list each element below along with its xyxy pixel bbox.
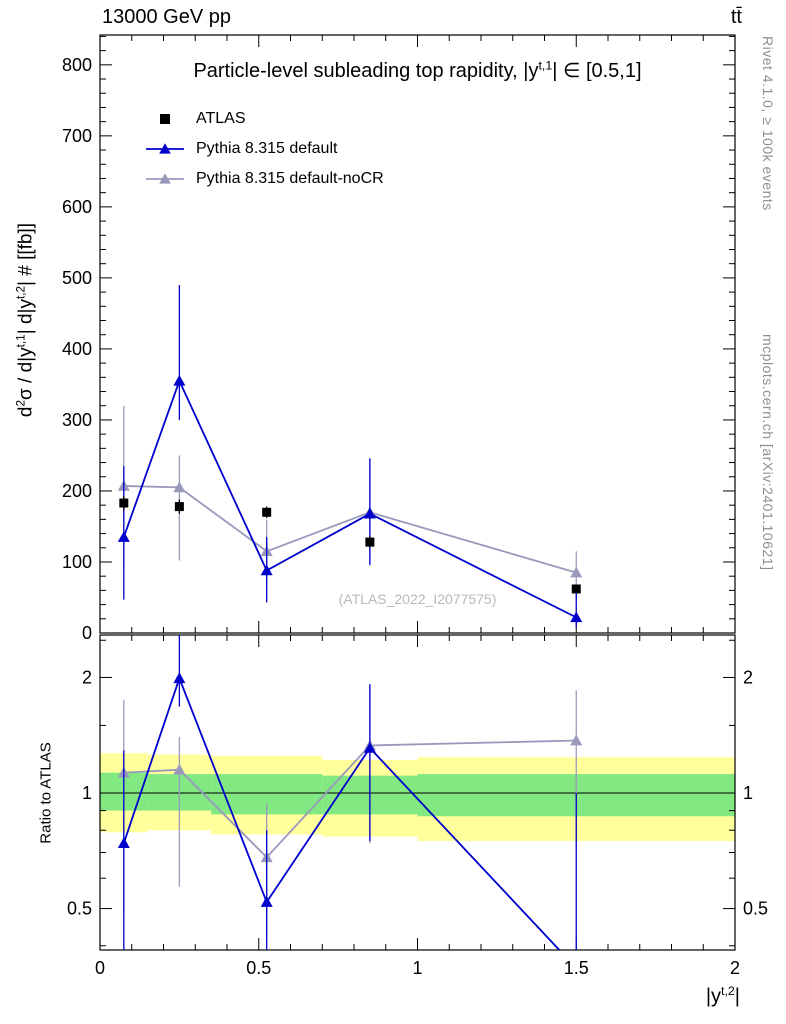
tick-label: 0.5 bbox=[67, 899, 92, 919]
series-line bbox=[123, 485, 577, 574]
tick-label: 100 bbox=[62, 552, 92, 572]
square-marker bbox=[174, 502, 184, 512]
plot-title-sup: t,1 bbox=[538, 58, 553, 73]
legend-item-pythia-8-315-default: Pythia 8.315 default bbox=[146, 134, 384, 164]
tick-label: 700 bbox=[62, 126, 92, 146]
beam-energy-label: 13000 GeV pp bbox=[102, 6, 231, 28]
axis-ticks bbox=[99, 35, 736, 950]
triangle-marker bbox=[570, 611, 583, 623]
tick-label: 1 bbox=[82, 783, 92, 803]
legend-item-pythia-8-315-default-nocr: Pythia 8.315 default-noCR bbox=[146, 164, 384, 194]
legend-item-atlas: ATLAS bbox=[146, 104, 384, 134]
tick-label: 0.5 bbox=[246, 958, 271, 978]
atlas-uncertainty-bands bbox=[100, 753, 735, 841]
tick-label: 0 bbox=[95, 958, 105, 978]
series-line bbox=[122, 378, 577, 619]
legend-label: ATLAS bbox=[196, 110, 246, 127]
tick-label: 2 bbox=[730, 958, 740, 978]
tick-label: 200 bbox=[62, 481, 92, 501]
square-marker bbox=[262, 507, 272, 517]
triangle-marker bbox=[173, 763, 186, 775]
axis-tick-labels: 0 100 200 300 400 500 600 700 800 0.5 0.5 1 1 2 2 0 0.5 1… bbox=[62, 55, 768, 978]
triangle-marker bbox=[173, 481, 186, 493]
tick-label: 300 bbox=[62, 410, 92, 430]
series-pythia-8-315-default bbox=[117, 635, 577, 950]
triangle-marker bbox=[260, 564, 273, 576]
plot-title-suffix: | ∈ [0.5,1] bbox=[552, 60, 642, 82]
rivet-version-note: Rivet 4.1.0, ≥ 100k events bbox=[760, 36, 776, 211]
triangle-marker bbox=[363, 507, 376, 519]
square-marker bbox=[571, 584, 581, 594]
tick-label: 0 bbox=[82, 623, 92, 643]
triangle-marker-icon bbox=[146, 173, 184, 184]
tick-label: 1 bbox=[743, 783, 753, 803]
series-atlas bbox=[119, 495, 581, 594]
square-marker-icon bbox=[160, 114, 170, 124]
triangle-marker bbox=[173, 672, 186, 684]
main-panel-series bbox=[117, 284, 583, 628]
ratio-y-axis-title: Ratio to ATLAS bbox=[37, 742, 55, 844]
mcplots-arxiv-note: mcplots.cern.ch [arXiv:2401.10621] bbox=[760, 334, 776, 571]
series-pythia-8-315-default-nocr bbox=[117, 405, 583, 602]
triangle-marker bbox=[173, 374, 186, 386]
legend-label: Pythia 8.315 default-noCR bbox=[196, 170, 384, 187]
tick-label: 2 bbox=[82, 667, 92, 687]
y-axis-title: d2σ / d|yt,1| d|yt,2| # [[fb]] bbox=[14, 222, 37, 418]
tick-label: 0.5 bbox=[743, 899, 768, 919]
process-label: tt̄ bbox=[730, 6, 742, 28]
triangle-marker bbox=[363, 741, 376, 753]
series-pythia-8-315-default bbox=[117, 284, 583, 628]
ratio-panel-frame bbox=[99, 634, 736, 951]
plot-title-prefix: Particle-level subleading top rapidity, … bbox=[193, 60, 539, 82]
tick-label: 2 bbox=[743, 667, 753, 687]
triangle-marker bbox=[570, 734, 583, 746]
legend-marker-shape bbox=[159, 143, 171, 154]
square-marker bbox=[119, 498, 129, 508]
legend-label: Pythia 8.315 default bbox=[196, 140, 338, 157]
tick-label: 800 bbox=[62, 55, 92, 75]
legend-marker-shape bbox=[160, 114, 170, 124]
plot-title: Particle-level subleading top rapidity, … bbox=[100, 58, 735, 83]
triangle-marker bbox=[570, 566, 583, 578]
legend-marker-shape bbox=[159, 173, 171, 184]
triangle-marker bbox=[117, 837, 130, 849]
tick-label: 400 bbox=[62, 339, 92, 359]
analysis-id-watermark: (ATLAS_2022_I2077575) bbox=[338, 591, 497, 607]
square-marker bbox=[365, 537, 375, 547]
x-axis-title: |yt,2| bbox=[705, 984, 740, 1008]
triangle-marker bbox=[117, 531, 130, 542]
legend: ATLAS Pythia 8.315 default Pythia 8.315 de… bbox=[146, 104, 384, 194]
triangle-marker bbox=[260, 896, 273, 907]
tick-label: 1.5 bbox=[564, 958, 589, 978]
ratio-panel-series bbox=[117, 635, 583, 950]
tick-label: 600 bbox=[62, 197, 92, 217]
tick-label: 1 bbox=[412, 958, 422, 978]
triangle-marker-icon bbox=[146, 143, 184, 154]
main-panel-frame bbox=[99, 34, 736, 634]
tick-label: 500 bbox=[62, 268, 92, 288]
